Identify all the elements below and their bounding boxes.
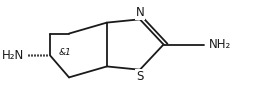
Text: NH₂: NH₂ bbox=[209, 38, 231, 51]
Text: N: N bbox=[136, 6, 144, 19]
Text: &1: &1 bbox=[58, 48, 71, 57]
Text: S: S bbox=[136, 70, 144, 83]
Text: H₂N: H₂N bbox=[2, 49, 24, 62]
